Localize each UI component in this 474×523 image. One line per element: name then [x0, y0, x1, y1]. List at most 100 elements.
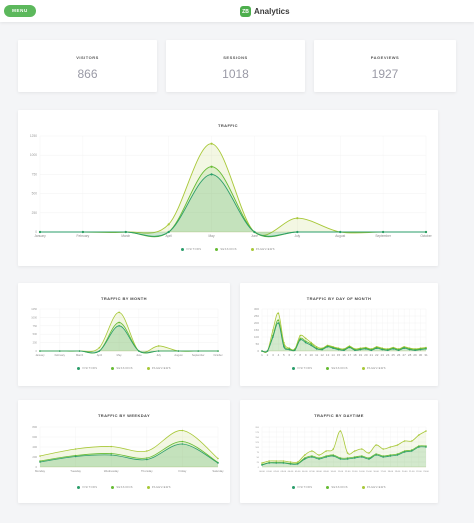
legend-sessions[interactable]: SESSIONS: [215, 248, 236, 251]
data-point-visitors: [167, 230, 170, 234]
legend-label: VISITORS: [297, 486, 313, 489]
legend-visitors[interactable]: VISITORS: [292, 367, 312, 370]
stat-value: 866: [77, 67, 98, 81]
data-point-pageviews: [346, 452, 349, 454]
data-point-sessions: [146, 457, 148, 459]
chart-title: TRAFFIC BY WEEKDAY: [97, 413, 151, 418]
x-tick-label: 06:00: [302, 471, 308, 473]
series-area-pageviews: [40, 143, 426, 236]
x-tick-label: March: [76, 353, 84, 357]
series-line-pageviews: [39, 430, 219, 459]
y-tick-label: 200: [254, 321, 259, 325]
series-area-visitors: [262, 322, 426, 353]
x-tick-label: Tuesday: [70, 469, 81, 473]
x-tick-label: 13:00: [352, 471, 358, 473]
x-tick-label: 01:00: [266, 471, 272, 473]
x-tick-label: Friday: [179, 469, 187, 473]
menu-button[interactable]: MENU: [4, 5, 36, 17]
data-point-sessions: [210, 165, 213, 168]
traffic-by-day-card: TRAFFIC BY DAY OF MONTH 0 50 100 150 200 250 3…: [240, 283, 438, 386]
y-tick-label: 175: [255, 432, 259, 434]
series-area-pageviews: [262, 430, 426, 467]
data-point-visitors: [78, 350, 81, 352]
legend-pageviews[interactable]: PAGEVIEWS: [146, 486, 171, 489]
data-point-visitors: [389, 455, 392, 457]
data-point-visitors: [304, 341, 307, 344]
legend-sessions[interactable]: SESSIONS: [326, 486, 347, 489]
legend-pageviews[interactable]: PAGEVIEWS: [361, 367, 386, 370]
legend-dot-pageviews: [361, 486, 365, 489]
legend-label: PAGEVIEWS: [366, 367, 386, 370]
x-tick-label: 09:00: [323, 471, 329, 473]
legend-label: VISITORS: [82, 486, 98, 489]
data-point-visitors: [275, 462, 278, 464]
x-tick-label: 18: [353, 353, 357, 357]
legend-sessions[interactable]: SESSIONS: [111, 367, 132, 370]
y-tick-label: 0: [35, 465, 37, 469]
data-point-pageviews: [261, 462, 263, 464]
data-point-visitors: [253, 230, 256, 234]
legend-visitors[interactable]: VISITORS: [77, 367, 97, 370]
x-tick-label: May: [117, 353, 123, 357]
y-tick-label: 750: [33, 324, 38, 328]
x-tick-label: May: [209, 234, 215, 238]
data-point-sessions: [277, 319, 280, 321]
page-title: Analytics: [254, 7, 290, 16]
y-tick-label: 150: [254, 328, 259, 332]
series-area-pageviews: [40, 430, 218, 467]
data-point-pageviews: [410, 440, 413, 442]
data-point-sessions: [110, 452, 112, 455]
data-point-pageviews: [418, 434, 420, 436]
x-tick-label: 04:00: [288, 471, 294, 473]
data-point-visitors: [332, 455, 335, 457]
x-tick-label: 14:00: [359, 471, 365, 473]
data-point-pageviews: [303, 454, 306, 456]
data-point-pageviews: [210, 142, 213, 145]
x-tick-label: February: [77, 234, 90, 238]
data-point-pageviews: [389, 446, 392, 448]
x-tick-label: 31: [424, 353, 428, 357]
data-point-visitors: [296, 230, 299, 234]
legend-pageviews[interactable]: PAGEVIEWS: [250, 248, 275, 251]
data-point-visitors: [261, 464, 263, 466]
data-point-visitors: [370, 349, 373, 352]
data-point-pageviews: [74, 448, 77, 450]
data-point-visitors: [368, 458, 370, 460]
y-tick-label: 600: [32, 435, 37, 439]
legend-dot-visitors: [292, 367, 296, 370]
legend-pageviews[interactable]: PAGEVIEWS: [146, 367, 171, 370]
data-point-pageviews: [339, 430, 342, 432]
data-point-visitors: [310, 344, 312, 347]
x-tick-label: 02:00: [274, 471, 280, 473]
data-point-pageviews: [353, 450, 356, 452]
data-point-pageviews: [403, 440, 406, 442]
data-point-visitors: [346, 458, 349, 460]
y-tick-label: 1000: [30, 153, 37, 157]
data-point-sessions: [118, 321, 120, 324]
data-point-visitors: [282, 462, 285, 464]
y-tick-label: 75: [257, 452, 260, 454]
legend-visitors[interactable]: VISITORS: [181, 248, 201, 251]
data-point-pageviews: [382, 448, 385, 450]
x-tick-label: 30: [419, 353, 423, 357]
legend-sessions[interactable]: SESSIONS: [111, 486, 132, 489]
data-point-pageviews: [368, 452, 370, 454]
data-point-visitors: [81, 230, 84, 234]
x-tick-label: 22:00: [416, 471, 422, 473]
x-tick-label: 10: [310, 353, 314, 357]
x-tick-label: 4: [278, 353, 280, 357]
x-tick-label: 6: [288, 353, 290, 357]
legend-sessions[interactable]: SESSIONS: [326, 367, 347, 370]
x-tick-label: 14: [331, 353, 335, 357]
data-point-pageviews: [299, 334, 302, 337]
x-tick-label: Monday: [35, 469, 46, 473]
legend-pageviews[interactable]: PAGEVIEWS: [361, 486, 386, 489]
data-point-visitors: [74, 455, 77, 458]
y-tick-label: 300: [254, 307, 259, 311]
legend-visitors[interactable]: VISITORS: [292, 486, 312, 489]
legend-dot-sessions: [111, 486, 115, 489]
data-point-visitors: [118, 325, 120, 327]
data-point-pageviews: [268, 460, 270, 462]
legend-dot-visitors: [181, 248, 185, 251]
legend-visitors[interactable]: VISITORS: [77, 486, 97, 489]
